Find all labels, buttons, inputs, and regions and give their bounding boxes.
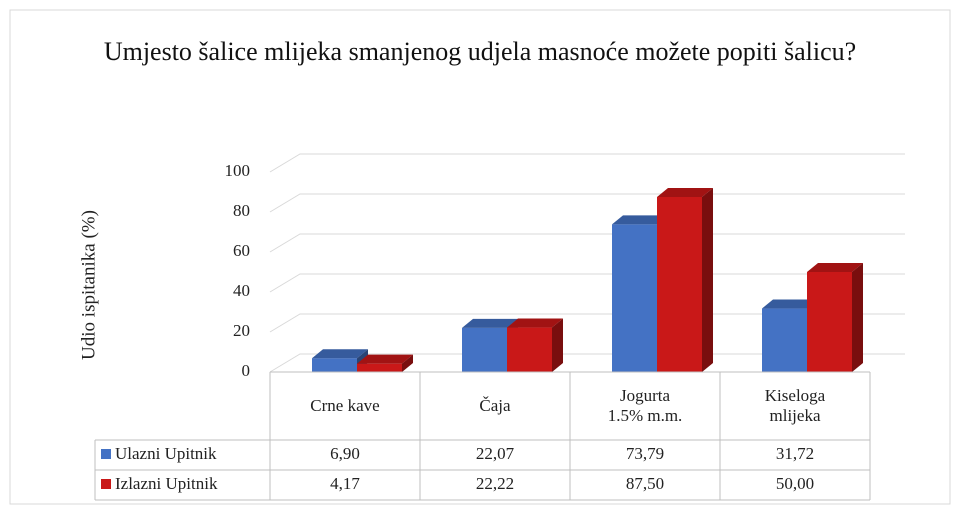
bar-top [657,188,713,197]
table-value: 73,79 [626,444,664,463]
bar-side [702,188,713,372]
bar-front [312,358,357,372]
legend-label: Ulazni Upitnik [115,444,217,463]
y-tick-label: 80 [233,201,250,220]
bar-top [312,349,368,359]
table-value: 22,22 [476,474,514,493]
bar-top [507,318,563,328]
bar-side [402,354,413,372]
chart-title: Umjesto šalice mlijeka smanjenog udjela … [103,37,857,66]
y-tick-label: 0 [242,361,251,380]
x-tick-label-box: Crne kave [270,372,420,440]
y-tick-label: 60 [233,241,250,260]
bar-side [852,263,863,372]
table-value: 22,07 [476,444,515,463]
table-value: 87,50 [626,474,664,493]
x-tick-label-wrap: Čaja [420,372,570,440]
y-tick-label: 100 [225,161,251,180]
bar-front [462,327,507,372]
bar-top [357,354,413,364]
table-value: 50,00 [776,474,814,493]
bar-front [807,272,852,372]
y-tick-label: 40 [233,281,250,300]
bar-top [762,299,818,309]
legend-label: Izlazni Upitnik [115,474,218,493]
grid-line [269,153,905,173]
table-value: 6,90 [330,444,360,463]
bar-front [657,197,702,372]
bar-front [612,224,657,372]
table-value: 4,17 [330,474,360,493]
bar [807,263,863,372]
legend-swatch [101,479,111,489]
x-tick-label-wrap: Jogurta 1.5% m.m. [570,372,720,440]
x-tick-label-box: Jogurta 1.5% m.m. [570,372,720,440]
grid-line [269,193,905,213]
bar [657,188,713,372]
bar-top [612,215,668,225]
x-tick-label: Jogurta 1.5% m.m. [607,386,683,425]
bar-front [762,308,807,372]
bar-top [462,318,518,328]
x-tick-label: Kiseloga mlijeka [764,386,826,425]
grid-line [269,233,905,253]
y-tick-label: 20 [233,321,250,340]
x-tick-label: Čaja [479,396,511,415]
x-tick-label-box: Kiseloga mlijeka [720,372,870,440]
y-axis-title: Udio ispitanika (%) [78,210,99,360]
x-tick-label: Crne kave [310,396,380,415]
x-tick-label-wrap: Crne kave [270,372,420,440]
bar-front [357,363,402,372]
bar-top [807,263,863,272]
chart-border [9,9,951,505]
bar [507,318,563,372]
bar-front [507,327,552,372]
bar [357,354,413,372]
bar-side [552,318,563,372]
legend-swatch [101,449,111,459]
x-tick-label-wrap: Kiseloga mlijeka [720,372,870,440]
table-value: 31,72 [776,444,814,463]
x-tick-label-box: Čaja [420,372,570,440]
